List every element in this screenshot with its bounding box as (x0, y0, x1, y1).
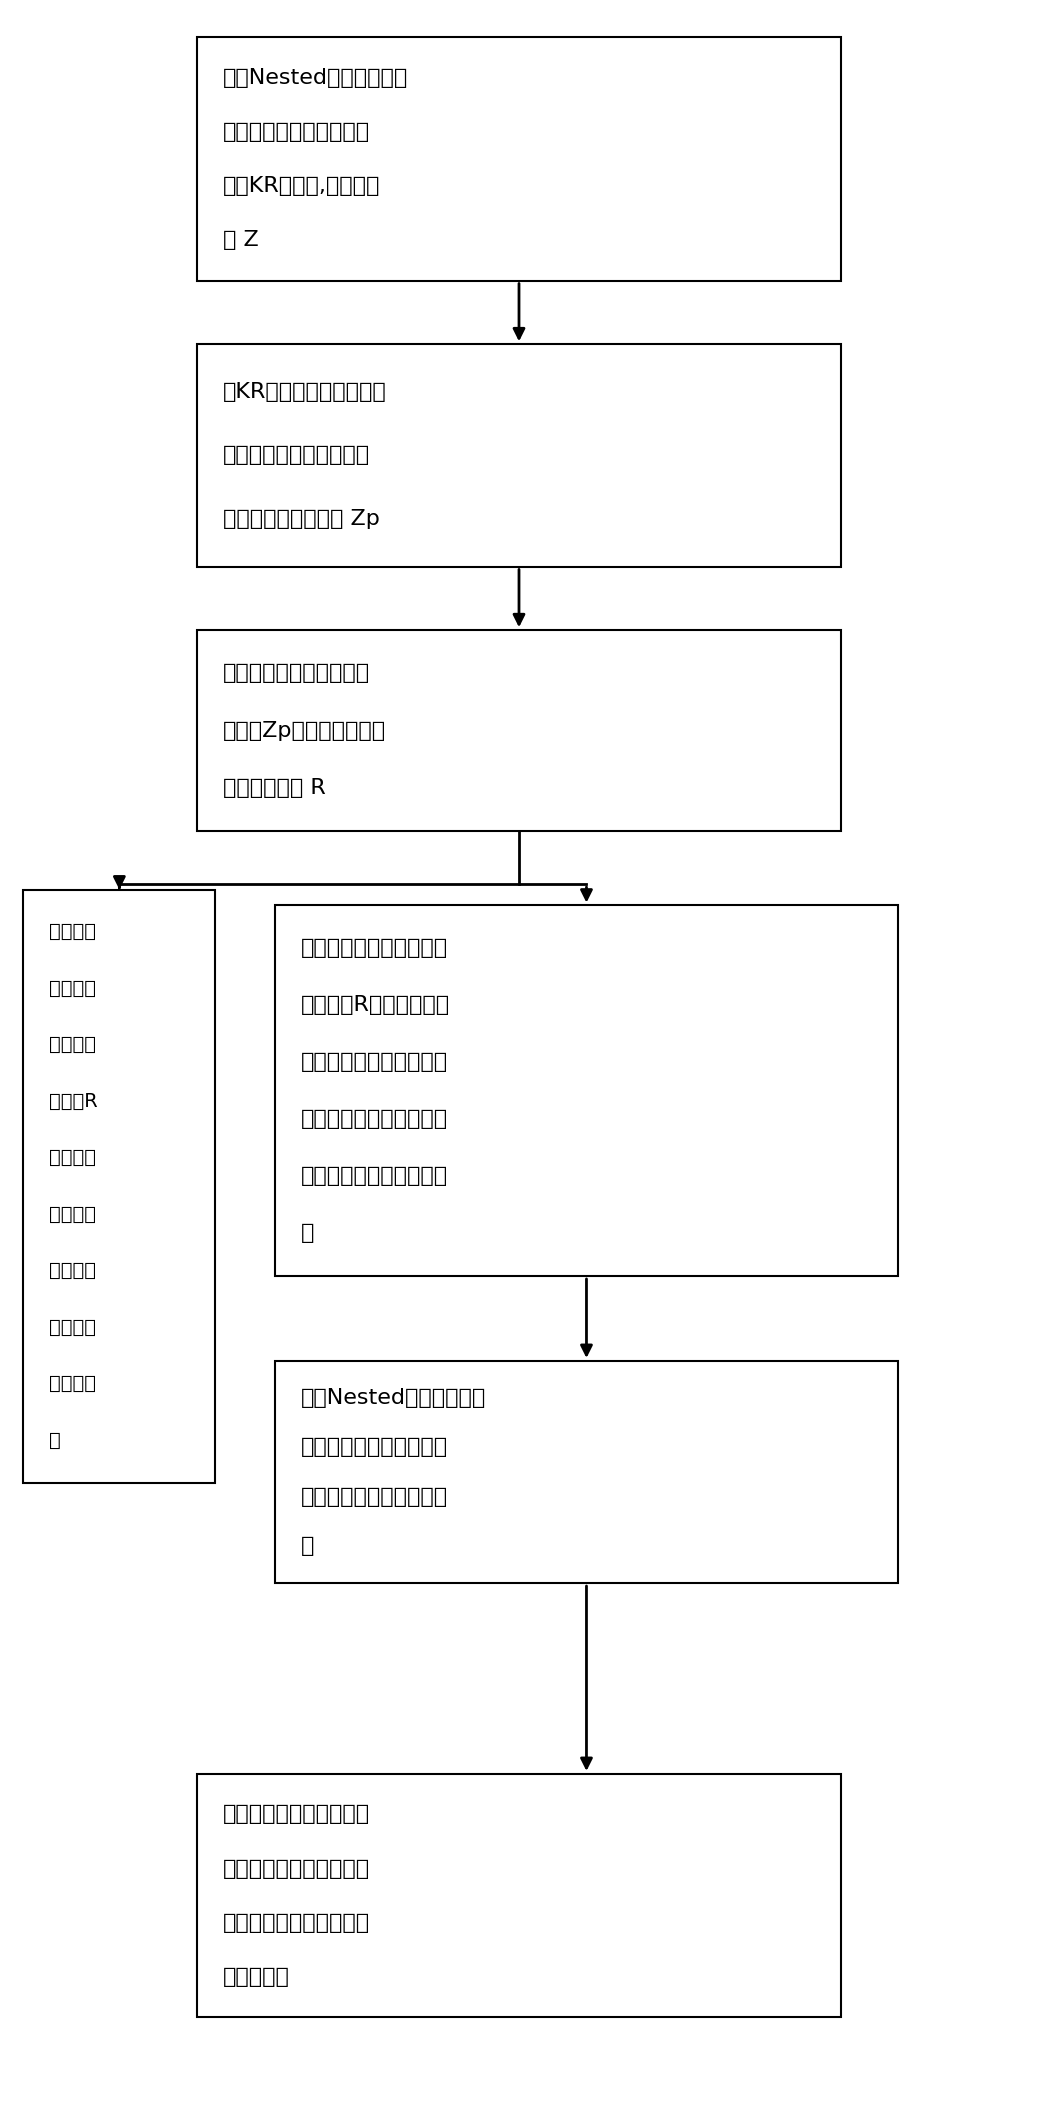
Bar (24, 890, 216, 1483)
Text: 法，求出抗干扰的和波束: 法，求出抗干扰的和波束 (301, 1110, 448, 1129)
Text: 数据，进: 数据，进 (50, 1317, 97, 1336)
Bar (197, 36, 841, 280)
Text: 据，进行数据内插，形成: 据，进行数据内插，形成 (301, 1438, 448, 1457)
Text: 空间，采用正交投影的方: 空间，采用正交投影的方 (301, 1053, 448, 1072)
Text: 扰时，将: 扰时，将 (50, 979, 97, 998)
Bar (197, 1773, 841, 2016)
Text: 进行KR积操作,得出列向: 进行KR积操作,得出列向 (223, 176, 381, 195)
Text: 行和差测: 行和差测 (50, 1375, 97, 1394)
Bar (275, 1362, 898, 1584)
Bar (275, 907, 898, 1275)
Text: 权值；获取虚拟阵上的虚: 权值；获取虚拟阵上的虚 (223, 1860, 371, 1879)
Text: 拟接收数据，实现对目标: 拟接收数据，实现对目标 (223, 1913, 371, 1932)
Text: 不含有干: 不含有干 (50, 923, 97, 940)
Text: 快拍接收: 快拍接收 (50, 1262, 97, 1279)
Text: 据: 据 (301, 1536, 315, 1557)
Text: 构，得出矩阵 R: 构，得出矩阵 R (223, 777, 326, 798)
Text: 值: 值 (301, 1224, 315, 1243)
Text: 对原Nested阵列的接收数: 对原Nested阵列的接收数 (301, 1387, 486, 1408)
Text: 量 Z: 量 Z (223, 231, 258, 250)
Bar (197, 343, 841, 566)
Text: 求出Nested阵列上的接收: 求出Nested阵列上的接收 (223, 68, 408, 87)
Text: 获取抗干扰后的和差波束: 获取抗干扰后的和差波束 (223, 1805, 371, 1824)
Text: 的跟踪测角: 的跟踪测角 (223, 1968, 290, 1987)
Text: 作为虚拟: 作为虚拟 (50, 1148, 97, 1167)
Text: 获取虚拟阵上的单快拍接: 获取虚拟阵上的单快拍接 (223, 663, 371, 684)
Text: 矩阵重构: 矩阵重构 (50, 1036, 97, 1055)
Text: 数据的协方差矩阵，将其: 数据的协方差矩阵，将其 (223, 123, 371, 142)
Text: 构的数据R，求出信号子: 构的数据R，求出信号子 (301, 995, 450, 1015)
Text: 阵上的多: 阵上的多 (50, 1205, 97, 1224)
Text: 排序去冗余，得到虚拟阵: 排序去冗余，得到虚拟阵 (223, 445, 371, 466)
Bar (197, 629, 841, 830)
Text: 收数据Zp，并进行矩阵重: 收数据Zp，并进行矩阵重 (223, 720, 386, 741)
Text: 角: 角 (50, 1432, 61, 1449)
Text: 虚拟阵列上的虚拟接收数: 虚拟阵列上的虚拟接收数 (301, 1487, 448, 1506)
Text: 上的单快拍接收数据 Zp: 上的单快拍接收数据 Zp (223, 508, 380, 530)
Text: 权值，抗干扰的差波束权: 权值，抗干扰的差波束权 (301, 1167, 448, 1186)
Text: 含有干扰时，利用矩阵重: 含有干扰时，利用矩阵重 (301, 938, 448, 957)
Text: 对KR积操作后的数据进行: 对KR积操作后的数据进行 (223, 381, 387, 402)
Text: 的数据R: 的数据R (50, 1093, 98, 1110)
